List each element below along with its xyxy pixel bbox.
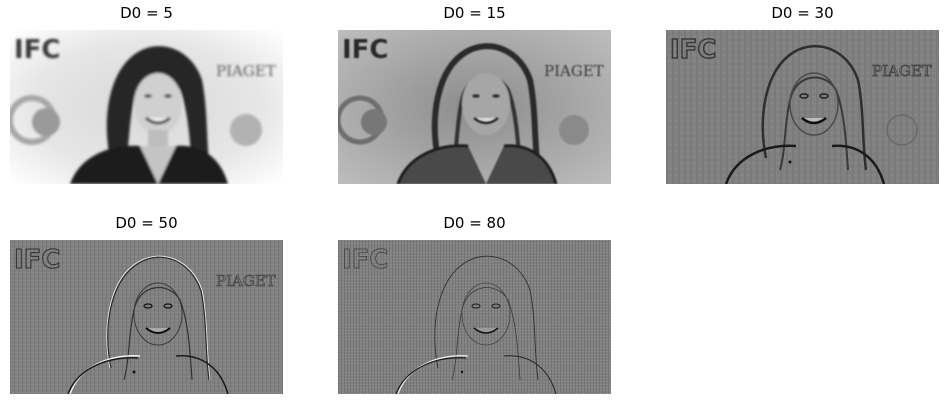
- panel-title: D0 = 5: [120, 4, 173, 22]
- filtered-image: IFC PIAGET: [10, 240, 283, 394]
- filtered-image: IFC: [338, 240, 611, 394]
- svg-text:IFC: IFC: [342, 245, 389, 275]
- panel-title: D0 = 15: [443, 4, 506, 22]
- filtered-image: IFC PIAGET: [338, 30, 611, 184]
- filtered-image: IFC PIAGET: [666, 30, 939, 184]
- svg-text:PIAGET: PIAGET: [872, 62, 932, 80]
- svg-text:PIAGET: PIAGET: [216, 62, 276, 80]
- panel-title: D0 = 80: [443, 214, 506, 232]
- panel-d0-50: D0 = 50 IFC PIAGET: [10, 214, 283, 394]
- svg-text:PIAGET: PIAGET: [544, 62, 604, 80]
- panel-title: D0 = 50: [115, 214, 178, 232]
- panel-d0-5: D0 = 5 IFC PIAGET: [10, 4, 283, 184]
- filtered-image: IFC PIAGET: [10, 30, 283, 184]
- svg-text:IFC: IFC: [14, 35, 61, 65]
- panel-d0-30: D0 = 30 IFC PIAGET: [666, 4, 939, 184]
- svg-text:PIAGET: PIAGET: [216, 272, 276, 290]
- panel-d0-80: D0 = 80 IFC: [338, 214, 611, 394]
- panel-d0-15: D0 = 15 IFC PIAGET: [338, 4, 611, 184]
- svg-text:IFC: IFC: [670, 35, 717, 65]
- svg-text:IFC: IFC: [14, 245, 61, 275]
- panel-title: D0 = 30: [771, 4, 834, 22]
- svg-text:IFC: IFC: [342, 35, 389, 65]
